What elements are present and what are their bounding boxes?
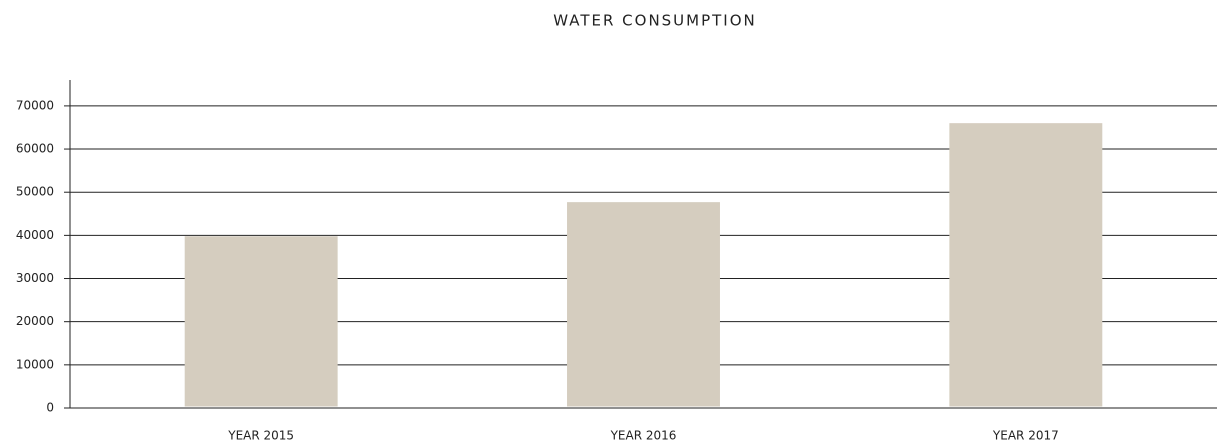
y-tick-label: 50000 <box>16 185 54 199</box>
x-tick-label: YEAR 2017 <box>992 429 1059 443</box>
y-tick-label: 10000 <box>16 357 54 371</box>
x-tick-label: YEAR 2016 <box>610 429 677 443</box>
bar <box>184 236 338 407</box>
y-tick-label: 60000 <box>16 142 54 156</box>
y-tick-label: 40000 <box>16 228 54 242</box>
x-tick-label: YEAR 2015 <box>227 429 294 443</box>
bar <box>949 123 1103 407</box>
bar <box>567 202 720 407</box>
y-tick-label: 20000 <box>16 314 54 328</box>
y-tick-label: 0 <box>46 401 54 415</box>
y-tick-label: 70000 <box>16 98 54 112</box>
y-tick-label: 30000 <box>16 271 54 285</box>
chart-title: WATER CONSUMPTION <box>553 12 757 30</box>
